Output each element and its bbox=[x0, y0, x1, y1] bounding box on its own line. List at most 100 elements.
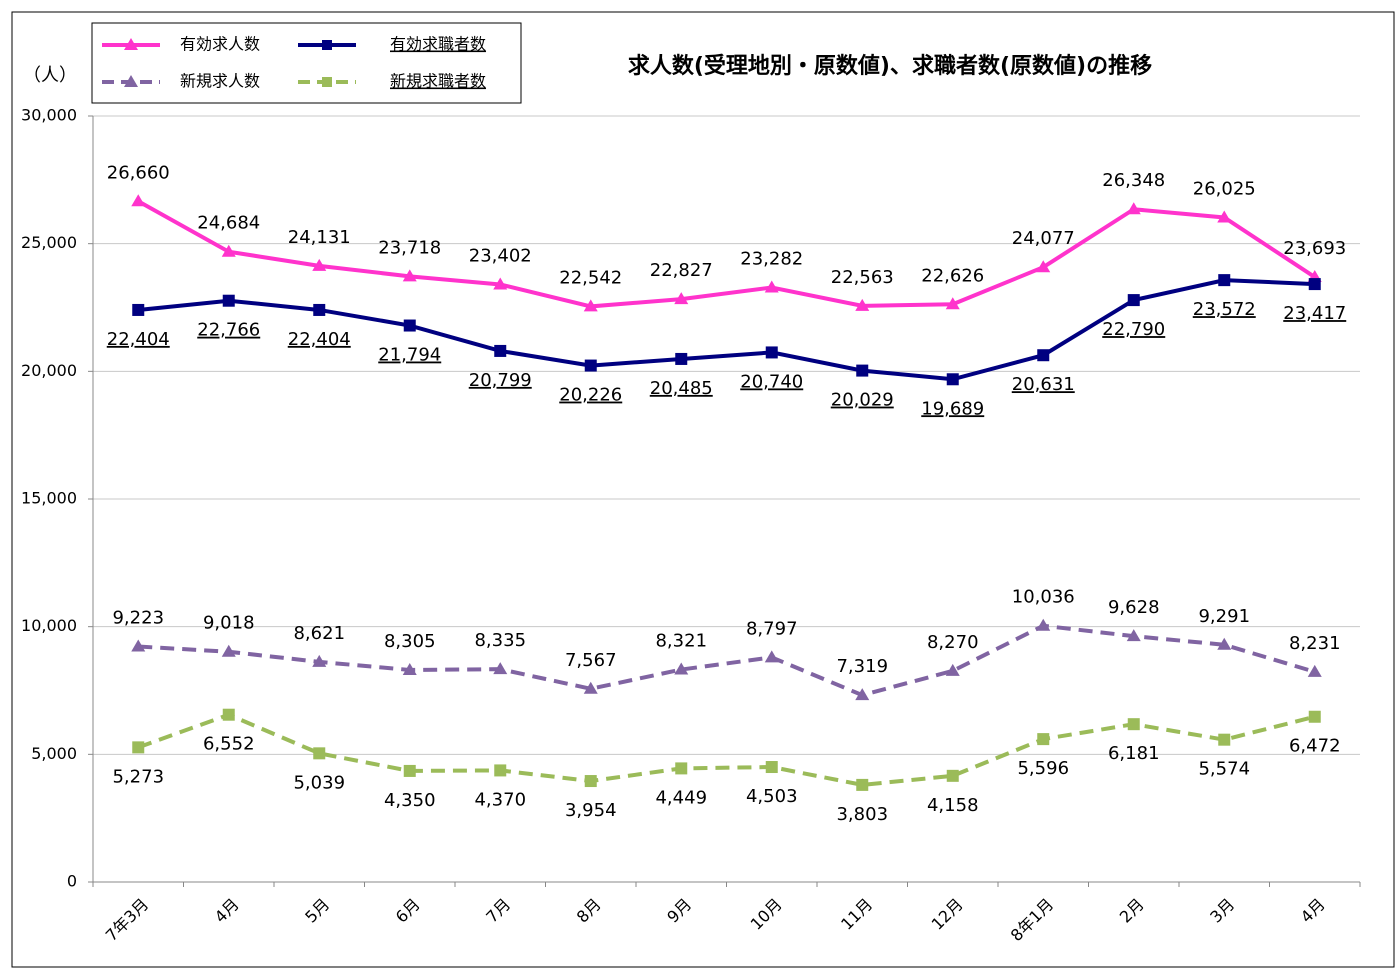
data-label: 22,563 bbox=[831, 267, 894, 288]
marker bbox=[1126, 202, 1141, 215]
data-label: 21,794 bbox=[378, 345, 441, 366]
series-line bbox=[138, 278, 1315, 382]
data-label: 5,039 bbox=[293, 772, 345, 793]
data-label: 5,574 bbox=[1198, 759, 1250, 780]
data-label: 24,131 bbox=[288, 227, 351, 248]
marker bbox=[1036, 260, 1051, 273]
data-label: 22,790 bbox=[1102, 319, 1165, 340]
marker bbox=[1308, 710, 1321, 723]
marker bbox=[855, 688, 870, 701]
x-tick-label: 6月 bbox=[392, 895, 424, 927]
data-label: 20,631 bbox=[1012, 374, 1075, 395]
data-label: 6,472 bbox=[1289, 736, 1341, 757]
data-label: 4,350 bbox=[384, 790, 436, 811]
y-tick-label: 10,000 bbox=[21, 616, 77, 635]
legend-label: 新規求人数 bbox=[180, 72, 260, 91]
data-label: 8,305 bbox=[384, 631, 436, 652]
marker bbox=[674, 662, 689, 675]
data-label: 10,036 bbox=[1012, 587, 1075, 608]
data-label: 4,503 bbox=[746, 786, 798, 807]
marker bbox=[765, 761, 778, 774]
marker bbox=[856, 778, 869, 791]
marker bbox=[403, 319, 416, 332]
legend-label: 有効求職者数 bbox=[390, 35, 486, 54]
data-label: 19,689 bbox=[921, 398, 984, 419]
data-label: 9,291 bbox=[1198, 606, 1250, 627]
marker bbox=[402, 662, 417, 675]
legend-marker bbox=[322, 77, 332, 87]
marker bbox=[312, 258, 327, 271]
marker bbox=[765, 346, 778, 359]
marker bbox=[856, 364, 869, 377]
marker bbox=[221, 644, 236, 657]
marker bbox=[1036, 618, 1051, 631]
chart-frame bbox=[11, 11, 1395, 968]
x-tick-label: 3月 bbox=[1206, 895, 1238, 927]
data-label: 20,799 bbox=[469, 370, 532, 391]
data-label: 22,626 bbox=[921, 265, 984, 286]
y-tick-label: 25,000 bbox=[21, 233, 77, 252]
marker bbox=[1127, 718, 1140, 731]
x-tick-label: 2月 bbox=[1116, 895, 1148, 927]
data-label: 22,404 bbox=[107, 329, 170, 350]
x-tick-label: 8年1月 bbox=[1007, 895, 1057, 945]
x-tick-label: 7年3月 bbox=[102, 895, 152, 945]
marker bbox=[946, 373, 959, 386]
data-label: 3,954 bbox=[565, 800, 617, 821]
y-tick-label: 15,000 bbox=[21, 489, 77, 508]
marker bbox=[1127, 294, 1140, 307]
data-label: 4,449 bbox=[655, 787, 707, 808]
legend-marker bbox=[124, 75, 138, 87]
data-label: 4,158 bbox=[927, 795, 979, 816]
marker bbox=[402, 269, 417, 282]
data-label: 7,319 bbox=[836, 656, 888, 677]
data-label: 3,803 bbox=[836, 804, 888, 825]
y-tick-label: 5,000 bbox=[31, 744, 77, 763]
marker bbox=[1308, 278, 1321, 291]
marker bbox=[583, 681, 598, 694]
marker bbox=[945, 297, 960, 310]
data-label: 6,181 bbox=[1108, 743, 1160, 764]
marker bbox=[855, 298, 870, 311]
data-label: 20,029 bbox=[831, 390, 894, 411]
data-label: 26,025 bbox=[1193, 178, 1256, 199]
marker bbox=[1126, 629, 1141, 642]
x-tick-label: 4月 bbox=[1297, 895, 1329, 927]
data-label: 23,402 bbox=[469, 245, 532, 266]
y-tick-label: 30,000 bbox=[21, 106, 77, 125]
data-label: 4,370 bbox=[474, 789, 526, 810]
marker bbox=[312, 654, 327, 667]
data-label: 6,552 bbox=[203, 734, 255, 755]
data-label: 24,077 bbox=[1012, 228, 1075, 249]
data-label: 23,693 bbox=[1283, 238, 1346, 259]
marker bbox=[493, 277, 508, 290]
x-tick-label: 12月 bbox=[928, 895, 967, 934]
marker bbox=[222, 294, 235, 307]
legend-box bbox=[91, 22, 522, 104]
y-tick-label: 20,000 bbox=[21, 361, 77, 380]
x-tick-label: 5月 bbox=[301, 895, 333, 927]
data-label: 23,718 bbox=[378, 237, 441, 258]
marker bbox=[584, 359, 597, 372]
marker bbox=[494, 344, 507, 357]
data-label: 8,231 bbox=[1289, 633, 1341, 654]
marker bbox=[131, 194, 146, 207]
marker bbox=[675, 762, 688, 775]
marker bbox=[1217, 637, 1232, 650]
marker bbox=[493, 662, 508, 675]
marker bbox=[1217, 210, 1232, 223]
y-tick-label: 0 bbox=[67, 872, 77, 891]
data-label: 5,273 bbox=[112, 766, 164, 787]
data-label: 22,766 bbox=[197, 320, 260, 341]
data-label: 23,282 bbox=[740, 249, 803, 270]
series-line bbox=[137, 712, 1316, 787]
data-label: 9,223 bbox=[112, 608, 164, 629]
marker bbox=[946, 769, 959, 782]
marker bbox=[494, 764, 507, 777]
data-label: 24,684 bbox=[197, 213, 260, 234]
data-label: 20,740 bbox=[740, 371, 803, 392]
marker bbox=[764, 650, 779, 663]
data-label: 26,348 bbox=[1102, 170, 1165, 191]
marker bbox=[313, 747, 326, 760]
